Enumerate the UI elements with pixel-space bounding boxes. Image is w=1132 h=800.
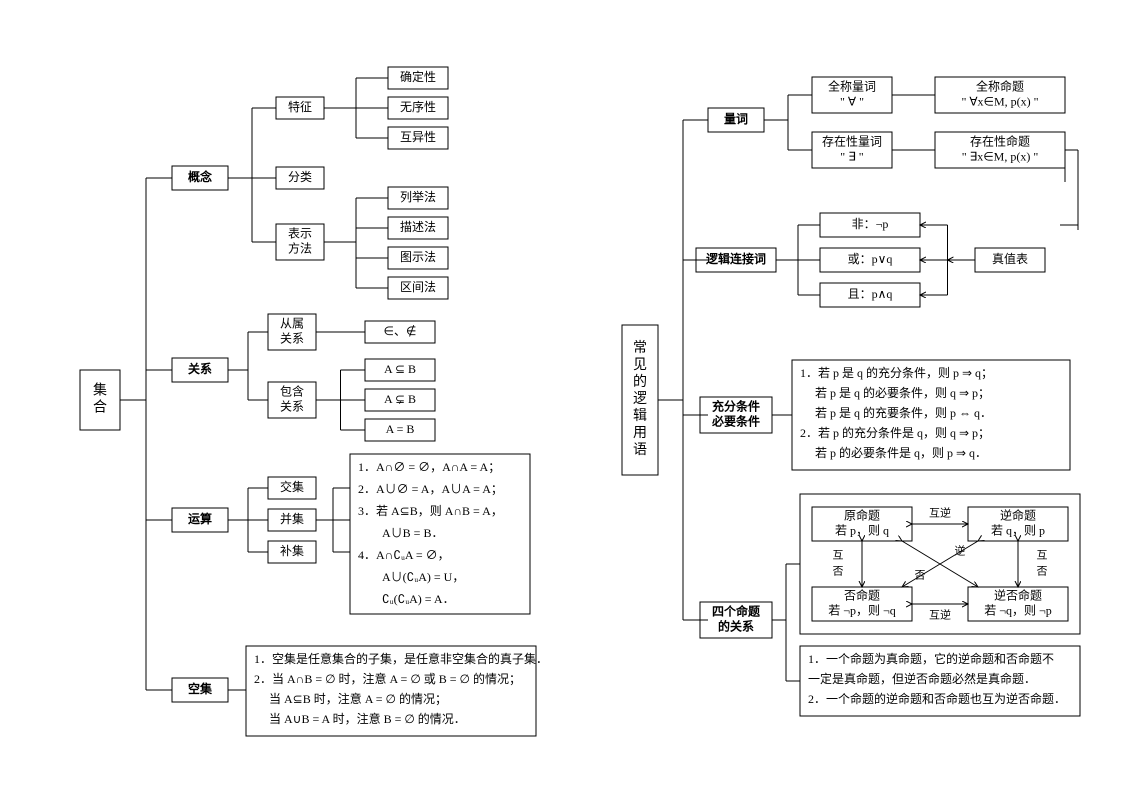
label: 逆命题 (1000, 507, 1036, 522)
label: 当 A∪B = A 时，注意 B = ∅ 的情况． (254, 711, 466, 726)
label: 否 (915, 570, 926, 582)
label: 若 p 是 q 的必要条件，则 q ⇒ p； (800, 385, 990, 400)
label: 若 p 是 q 的充要条件，则 p ⇔ q． (800, 405, 992, 420)
label: 见 (633, 358, 647, 373)
label: 常 (633, 340, 647, 356)
label: 列举法 (400, 190, 436, 204)
label: 方法 (288, 240, 312, 255)
label: 分类 (288, 170, 312, 184)
label: 若 ¬q，则 ¬p (984, 603, 1052, 617)
label: 区间法 (400, 280, 436, 294)
label: 量词 (724, 112, 748, 126)
label: 若 q，则 p (991, 523, 1045, 537)
label: 1．一个命题为真命题，它的逆命题和否命题不 (808, 651, 1054, 666)
label: 交集 (280, 479, 304, 494)
label: 表示 (288, 226, 312, 240)
label: 合 (93, 400, 107, 416)
label: 互 (1037, 550, 1048, 562)
label: 若 p 的必要条件是 q，则 p ⇒ q． (800, 445, 987, 460)
label: 且：p∧q (848, 287, 893, 301)
label: 四个命题 (712, 603, 761, 618)
label: " ∃x∈M, p(x) " (962, 149, 1039, 163)
label: 概念 (188, 169, 212, 184)
label: 1．若 p 是 q 的充分条件，则 p ⇒ q； (800, 365, 993, 380)
label: 否命题 (844, 587, 880, 602)
label: 全称量词 (828, 78, 876, 93)
label: 逻 (633, 391, 647, 407)
label: 互异性 (400, 130, 436, 144)
label: 2．A∪∅ = A，A∪A = A； (358, 482, 503, 496)
label: 确定性 (400, 69, 436, 84)
label: 4．A∩∁ᵤA = ∅， (358, 548, 450, 562)
label: 的关系 (718, 618, 754, 633)
label: 必要条件 (711, 413, 760, 428)
label: 的 (633, 374, 647, 390)
label: 描述法 (400, 220, 436, 234)
label: 关系 (188, 361, 212, 376)
label: 真值表 (992, 251, 1028, 266)
label: 用 (633, 426, 647, 441)
label: 从属 (280, 316, 304, 330)
label: 逻辑连接词 (706, 251, 766, 266)
label: 否 (1037, 566, 1048, 578)
label: 并集 (280, 511, 304, 526)
label: A ⊊ B (384, 392, 416, 406)
label: ∈、∉ (384, 324, 417, 338)
label: 辑 (633, 408, 647, 424)
label: 当 A⊆B 时，注意 A = ∅ 的情况； (254, 691, 447, 706)
label: 关系 (280, 399, 304, 413)
label: 2．一个命题的逆命题和否命题也互为逆否命题． (808, 691, 1066, 706)
label: " ∀ " (840, 94, 864, 108)
label: 互逆 (929, 506, 951, 520)
label: 2．若 p 的充分条件是 q，则 q ⇒ p； (800, 425, 990, 440)
label: 若 p，则 q (835, 523, 889, 537)
label: 一定是真命题，但逆否命题必然是真命题． (808, 671, 1036, 686)
label: 特征 (288, 99, 312, 114)
label: 1．A∩∅ = ∅，A∩A = A； (358, 460, 500, 474)
label: " ∃ " (840, 149, 863, 163)
label: 逆否命题 (994, 587, 1042, 602)
label: 运算 (188, 511, 212, 526)
label: 互逆 (929, 608, 951, 622)
label: 互 (833, 550, 844, 562)
label: A∪B = B． (358, 526, 443, 540)
label: 非：¬p (852, 217, 889, 231)
label: 语 (633, 442, 647, 458)
label: 补集 (280, 543, 304, 558)
label: 集 (93, 382, 107, 399)
label: 无序性 (400, 99, 436, 114)
label: 全称命题 (976, 78, 1024, 93)
label: 原命题 (844, 507, 880, 522)
label: A ⊆ B (384, 362, 416, 376)
label: 2．当 A∩B = ∅ 时，注意 A = ∅ 或 B = ∅ 的情况； (254, 671, 521, 686)
label: A = B (386, 422, 415, 436)
label: A∪(∁ᵤA) = U， (358, 570, 464, 584)
label: 存在性命题 (970, 133, 1030, 148)
label: 存在性量词 (822, 134, 882, 148)
label: " ∀x∈M, p(x) " (961, 94, 1038, 108)
label: 充分条件 (712, 398, 760, 413)
label: 或：p∨q (848, 252, 893, 266)
label: 逆 (955, 544, 966, 558)
label: 包含 (280, 383, 304, 398)
label: 否 (833, 566, 844, 578)
label: 3．若 A⊆B，则 A∩B = A， (358, 504, 503, 518)
label: 1．空集是任意集合的子集，是任意非空集合的真子集． (254, 651, 548, 666)
label: ∁ᵤ(∁ᵤA) = A． (358, 592, 455, 606)
label: 空集 (188, 681, 213, 696)
label: 图示法 (400, 250, 436, 264)
label: 若 ¬p，则 ¬q (828, 603, 896, 617)
label: 关系 (280, 331, 304, 345)
